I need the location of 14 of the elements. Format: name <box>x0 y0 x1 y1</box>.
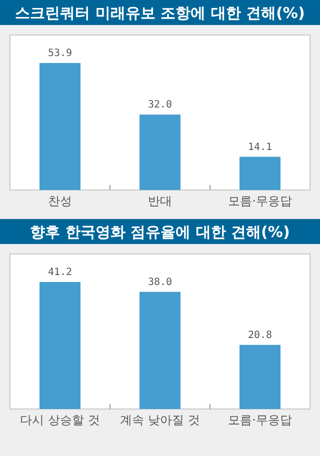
data-label: 41.2 <box>48 267 72 278</box>
x-tick-label: 찬성 <box>48 194 72 208</box>
data-label: 32.0 <box>148 100 172 111</box>
chart-title: 스크린쿼터 미래유보 조항에 대한 견해(%) <box>15 4 305 22</box>
x-tick-label: 모름·무응답 <box>228 194 292 208</box>
chart-title: 향후 한국영화 점유율에 대한 견해(%) <box>30 223 290 241</box>
x-tick-label: 다시 상승할 것 <box>20 413 100 427</box>
x-tick-label: 계속 낮아질 것 <box>120 413 200 427</box>
data-label: 14.1 <box>248 142 272 153</box>
x-tick-label: 모름·무응답 <box>228 413 292 427</box>
data-label: 20.8 <box>248 330 272 341</box>
x-tick-label: 반대 <box>148 194 172 208</box>
data-label: 38.0 <box>148 276 172 288</box>
data-label: 53.9 <box>48 48 72 59</box>
